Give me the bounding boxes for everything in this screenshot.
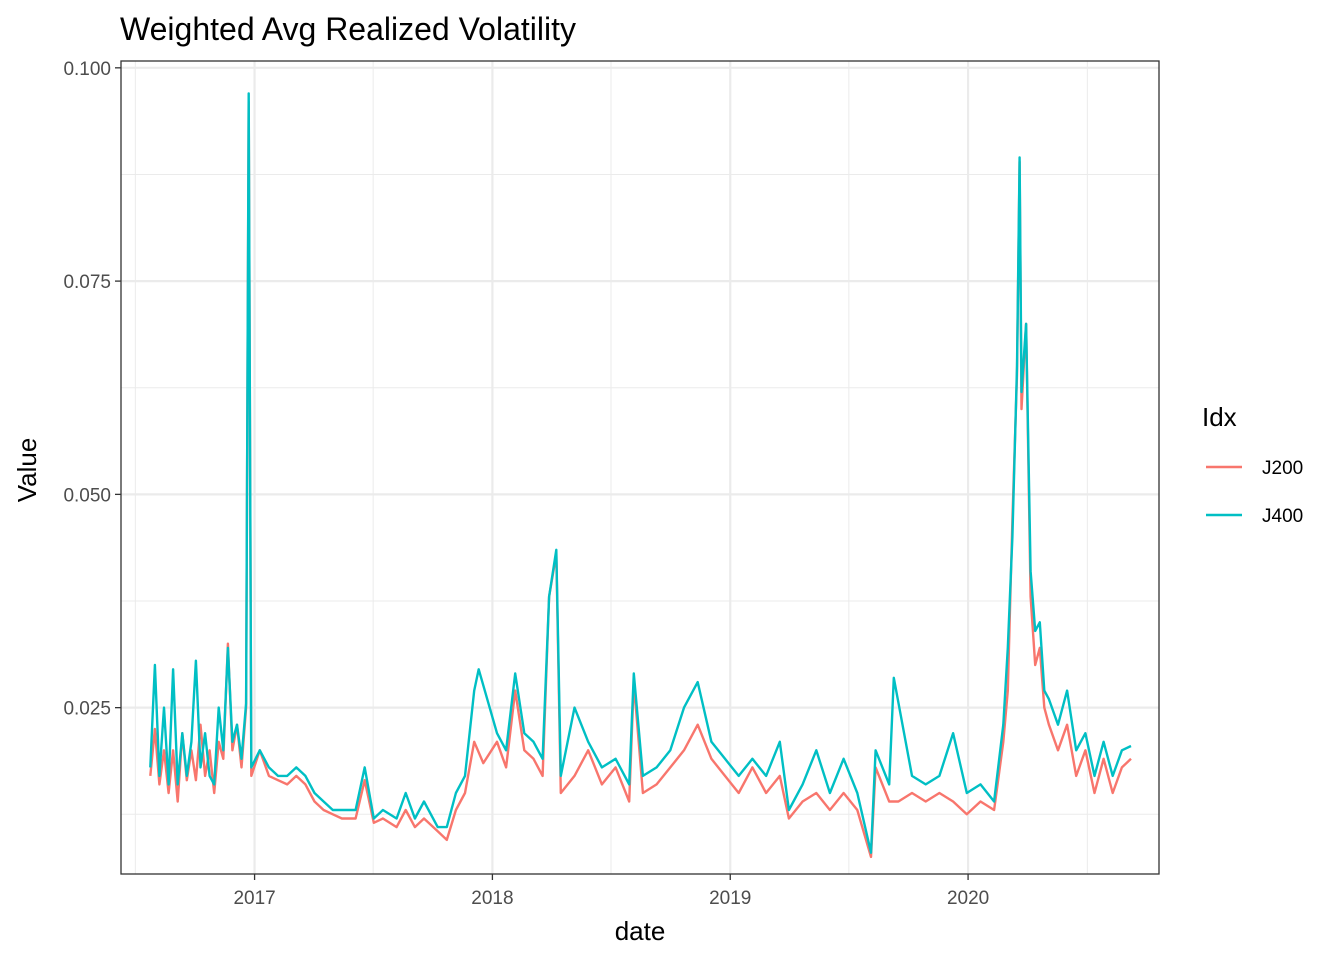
chart-title: Weighted Avg Realized Volatility bbox=[120, 11, 576, 47]
panel-grid bbox=[121, 61, 1159, 874]
y-tick-label: 0.025 bbox=[63, 699, 111, 720]
y-axis-title: Value bbox=[12, 438, 42, 503]
panel-border bbox=[120, 60, 1160, 875]
legend-label: J400 bbox=[1262, 506, 1303, 527]
y-tick-label: 0.050 bbox=[63, 485, 111, 506]
legend-label: J200 bbox=[1262, 458, 1303, 479]
x-tick-label: 2017 bbox=[233, 888, 275, 909]
x-tick-label: 2018 bbox=[471, 888, 513, 909]
series-line-j400 bbox=[149, 92, 1132, 854]
x-axis: 2017 2018 2019 2020 bbox=[233, 874, 989, 909]
series-layer bbox=[149, 92, 1132, 859]
y-tick-label: 0.075 bbox=[63, 272, 111, 293]
x-tick-label: 2019 bbox=[709, 888, 751, 909]
y-tick-label: 0.100 bbox=[63, 59, 111, 80]
legend: Idx J200 J400 bbox=[1202, 402, 1303, 527]
y-axis: 0.025 0.050 0.075 0.100 bbox=[63, 59, 121, 720]
legend-title: Idx bbox=[1202, 402, 1237, 432]
x-tick-label: 2020 bbox=[947, 888, 989, 909]
x-axis-title: date bbox=[615, 916, 666, 946]
